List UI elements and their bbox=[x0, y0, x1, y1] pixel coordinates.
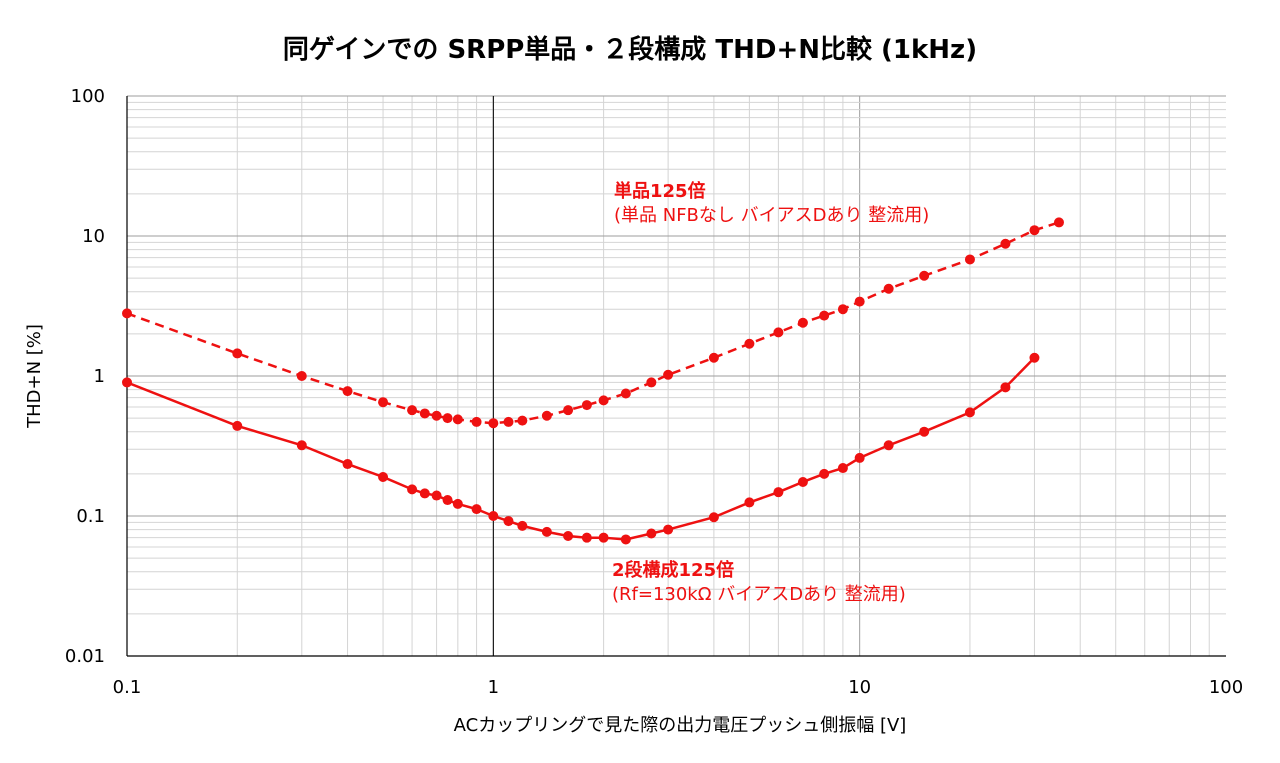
data-point bbox=[452, 498, 463, 509]
data-point bbox=[620, 534, 631, 545]
data-point bbox=[342, 459, 353, 470]
data-point bbox=[773, 327, 784, 338]
y-tick-label: 0.01 bbox=[65, 646, 105, 667]
data-point bbox=[122, 308, 132, 319]
data-point bbox=[744, 338, 755, 349]
data-point bbox=[708, 352, 719, 363]
y-axis-label: THD+N [%] bbox=[24, 324, 45, 429]
series-line bbox=[126, 221, 1060, 425]
data-point bbox=[488, 418, 499, 429]
data-point bbox=[488, 511, 499, 521]
data-point bbox=[620, 388, 631, 399]
data-point bbox=[1029, 352, 1040, 363]
data-point bbox=[407, 484, 418, 495]
data-point bbox=[378, 397, 389, 408]
data-point bbox=[378, 471, 389, 482]
x-tick-label: 10 bbox=[848, 677, 871, 698]
data-point bbox=[598, 395, 609, 406]
data-point bbox=[122, 377, 132, 388]
series-annotation-1: 単品125倍 (単品 NFBなし バイアスDあり 整流用) bbox=[614, 180, 929, 226]
data-point bbox=[964, 407, 975, 418]
data-point bbox=[419, 488, 430, 499]
data-point bbox=[407, 405, 418, 416]
data-point bbox=[581, 400, 592, 411]
data-point bbox=[296, 371, 307, 381]
data-point bbox=[232, 420, 243, 431]
series-label: 2段構成125倍 bbox=[612, 559, 734, 581]
data-point bbox=[541, 410, 552, 421]
data-point bbox=[563, 530, 574, 541]
data-point bbox=[517, 415, 528, 426]
data-point bbox=[646, 528, 657, 539]
plot-axes bbox=[126, 96, 1226, 657]
y-tick-label: 10 bbox=[82, 226, 105, 247]
data-point bbox=[442, 495, 453, 506]
data-point bbox=[883, 440, 894, 451]
x-tick-label: 0.1 bbox=[113, 677, 142, 698]
data-point bbox=[964, 254, 975, 265]
data-point bbox=[773, 487, 784, 498]
series-2 bbox=[122, 352, 1040, 545]
data-point bbox=[1000, 238, 1011, 249]
data-point bbox=[452, 414, 463, 425]
x-tick-label: 100 bbox=[1209, 677, 1243, 698]
data-point bbox=[854, 296, 865, 307]
data-point bbox=[442, 413, 453, 424]
data-point bbox=[1053, 217, 1064, 228]
data-point bbox=[431, 410, 442, 421]
data-point bbox=[598, 532, 609, 543]
data-point bbox=[503, 416, 514, 427]
data-point bbox=[663, 369, 674, 380]
series-label: 単品125倍 bbox=[614, 180, 706, 202]
data-point bbox=[1000, 382, 1011, 393]
series-sublabel: (Rf=130kΩ バイアスDあり 整流用) bbox=[612, 584, 906, 605]
series-sublabel: (単品 NFBなし バイアスDあり 整流用) bbox=[614, 205, 929, 226]
data-point bbox=[517, 520, 528, 531]
y-tick-label: 0.1 bbox=[76, 506, 105, 527]
data-point bbox=[744, 497, 755, 508]
series-line bbox=[126, 356, 1036, 541]
data-point bbox=[919, 270, 930, 281]
data-point bbox=[431, 490, 442, 501]
data-point bbox=[837, 463, 848, 474]
data-point bbox=[232, 348, 243, 359]
data-point bbox=[708, 512, 719, 523]
data-point bbox=[837, 304, 848, 315]
chart-title: 同ゲインでの SRPP単品・２段構成 THD+N比較 (1kHz) bbox=[283, 34, 977, 65]
data-point bbox=[471, 504, 482, 515]
data-point bbox=[581, 532, 592, 543]
y-tick-label: 100 bbox=[71, 86, 105, 107]
x-axis-label: ACカップリングで見た際の出力電圧プッシュ側振幅 [V] bbox=[454, 715, 907, 736]
data-point bbox=[419, 408, 430, 419]
data-point bbox=[663, 524, 674, 535]
series-annotation-2: 2段構成125倍 (Rf=130kΩ バイアスDあり 整流用) bbox=[612, 559, 906, 605]
data-point bbox=[919, 426, 930, 437]
data-point bbox=[883, 283, 894, 294]
data-point bbox=[1029, 225, 1040, 236]
data-point bbox=[797, 317, 808, 328]
data-point bbox=[563, 405, 574, 416]
series-1 bbox=[122, 217, 1064, 429]
x-tick-label: 1 bbox=[488, 677, 499, 698]
data-point bbox=[854, 452, 865, 463]
data-point bbox=[797, 476, 808, 487]
y-tick-label: 1 bbox=[94, 366, 105, 387]
series-layer bbox=[122, 217, 1064, 545]
series-annotations: 単品125倍 (単品 NFBなし バイアスDあり 整流用) 2段構成125倍 (Rf=… bbox=[612, 180, 929, 605]
data-point bbox=[503, 516, 514, 527]
data-point bbox=[819, 310, 830, 321]
data-point bbox=[342, 386, 353, 397]
tick-labels: 0.1 1 10 100 100 10 1 0.1 0.01 bbox=[65, 86, 1243, 698]
data-point bbox=[646, 377, 657, 388]
data-point bbox=[541, 526, 552, 537]
data-point bbox=[471, 416, 482, 427]
data-point bbox=[819, 468, 830, 479]
plot-grid bbox=[126, 95, 1226, 657]
data-point bbox=[296, 440, 307, 451]
